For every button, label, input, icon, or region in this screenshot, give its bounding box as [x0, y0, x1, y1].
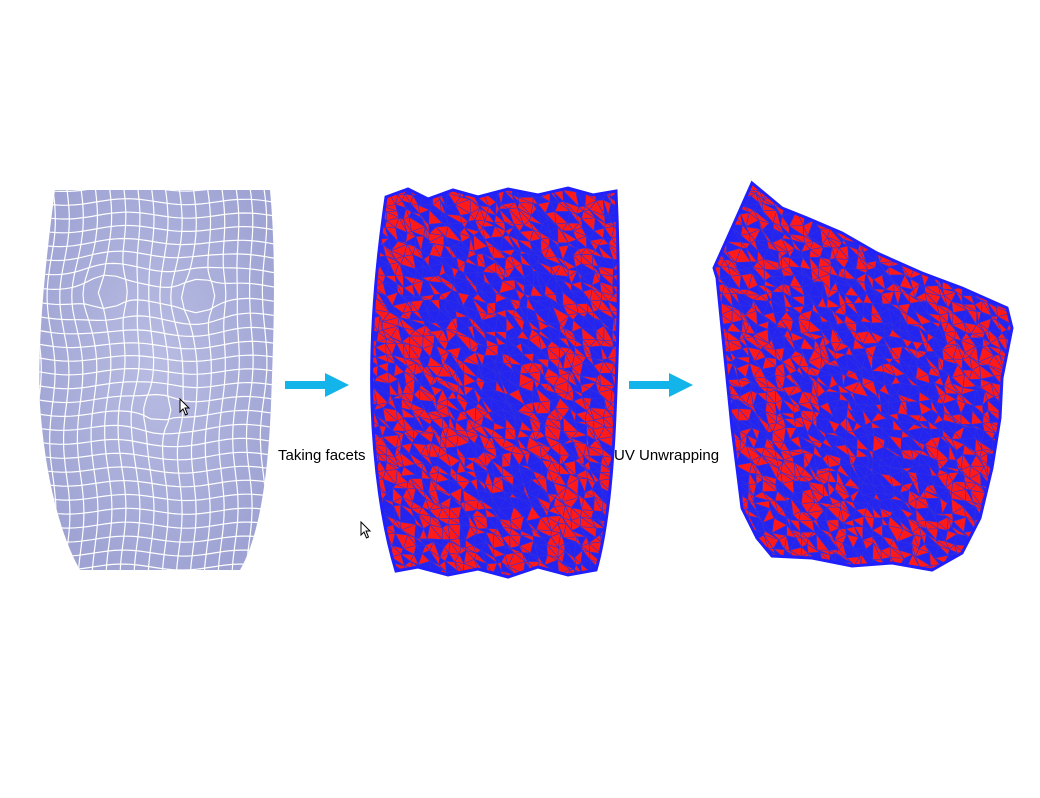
step-label-uv-unwrapping: UV Unwrapping	[614, 447, 720, 464]
mouse-pointer-icon	[360, 521, 372, 539]
right-arrow-icon	[629, 373, 693, 397]
right-arrow-icon	[285, 373, 349, 397]
step-label-taking-facets: Taking facets	[278, 447, 366, 464]
mouse-pointer-icon	[179, 398, 191, 416]
uv-unwrapped-mesh	[712, 180, 1014, 572]
wireframe-face-mesh	[39, 190, 274, 570]
facets-face-mesh	[370, 186, 620, 579]
